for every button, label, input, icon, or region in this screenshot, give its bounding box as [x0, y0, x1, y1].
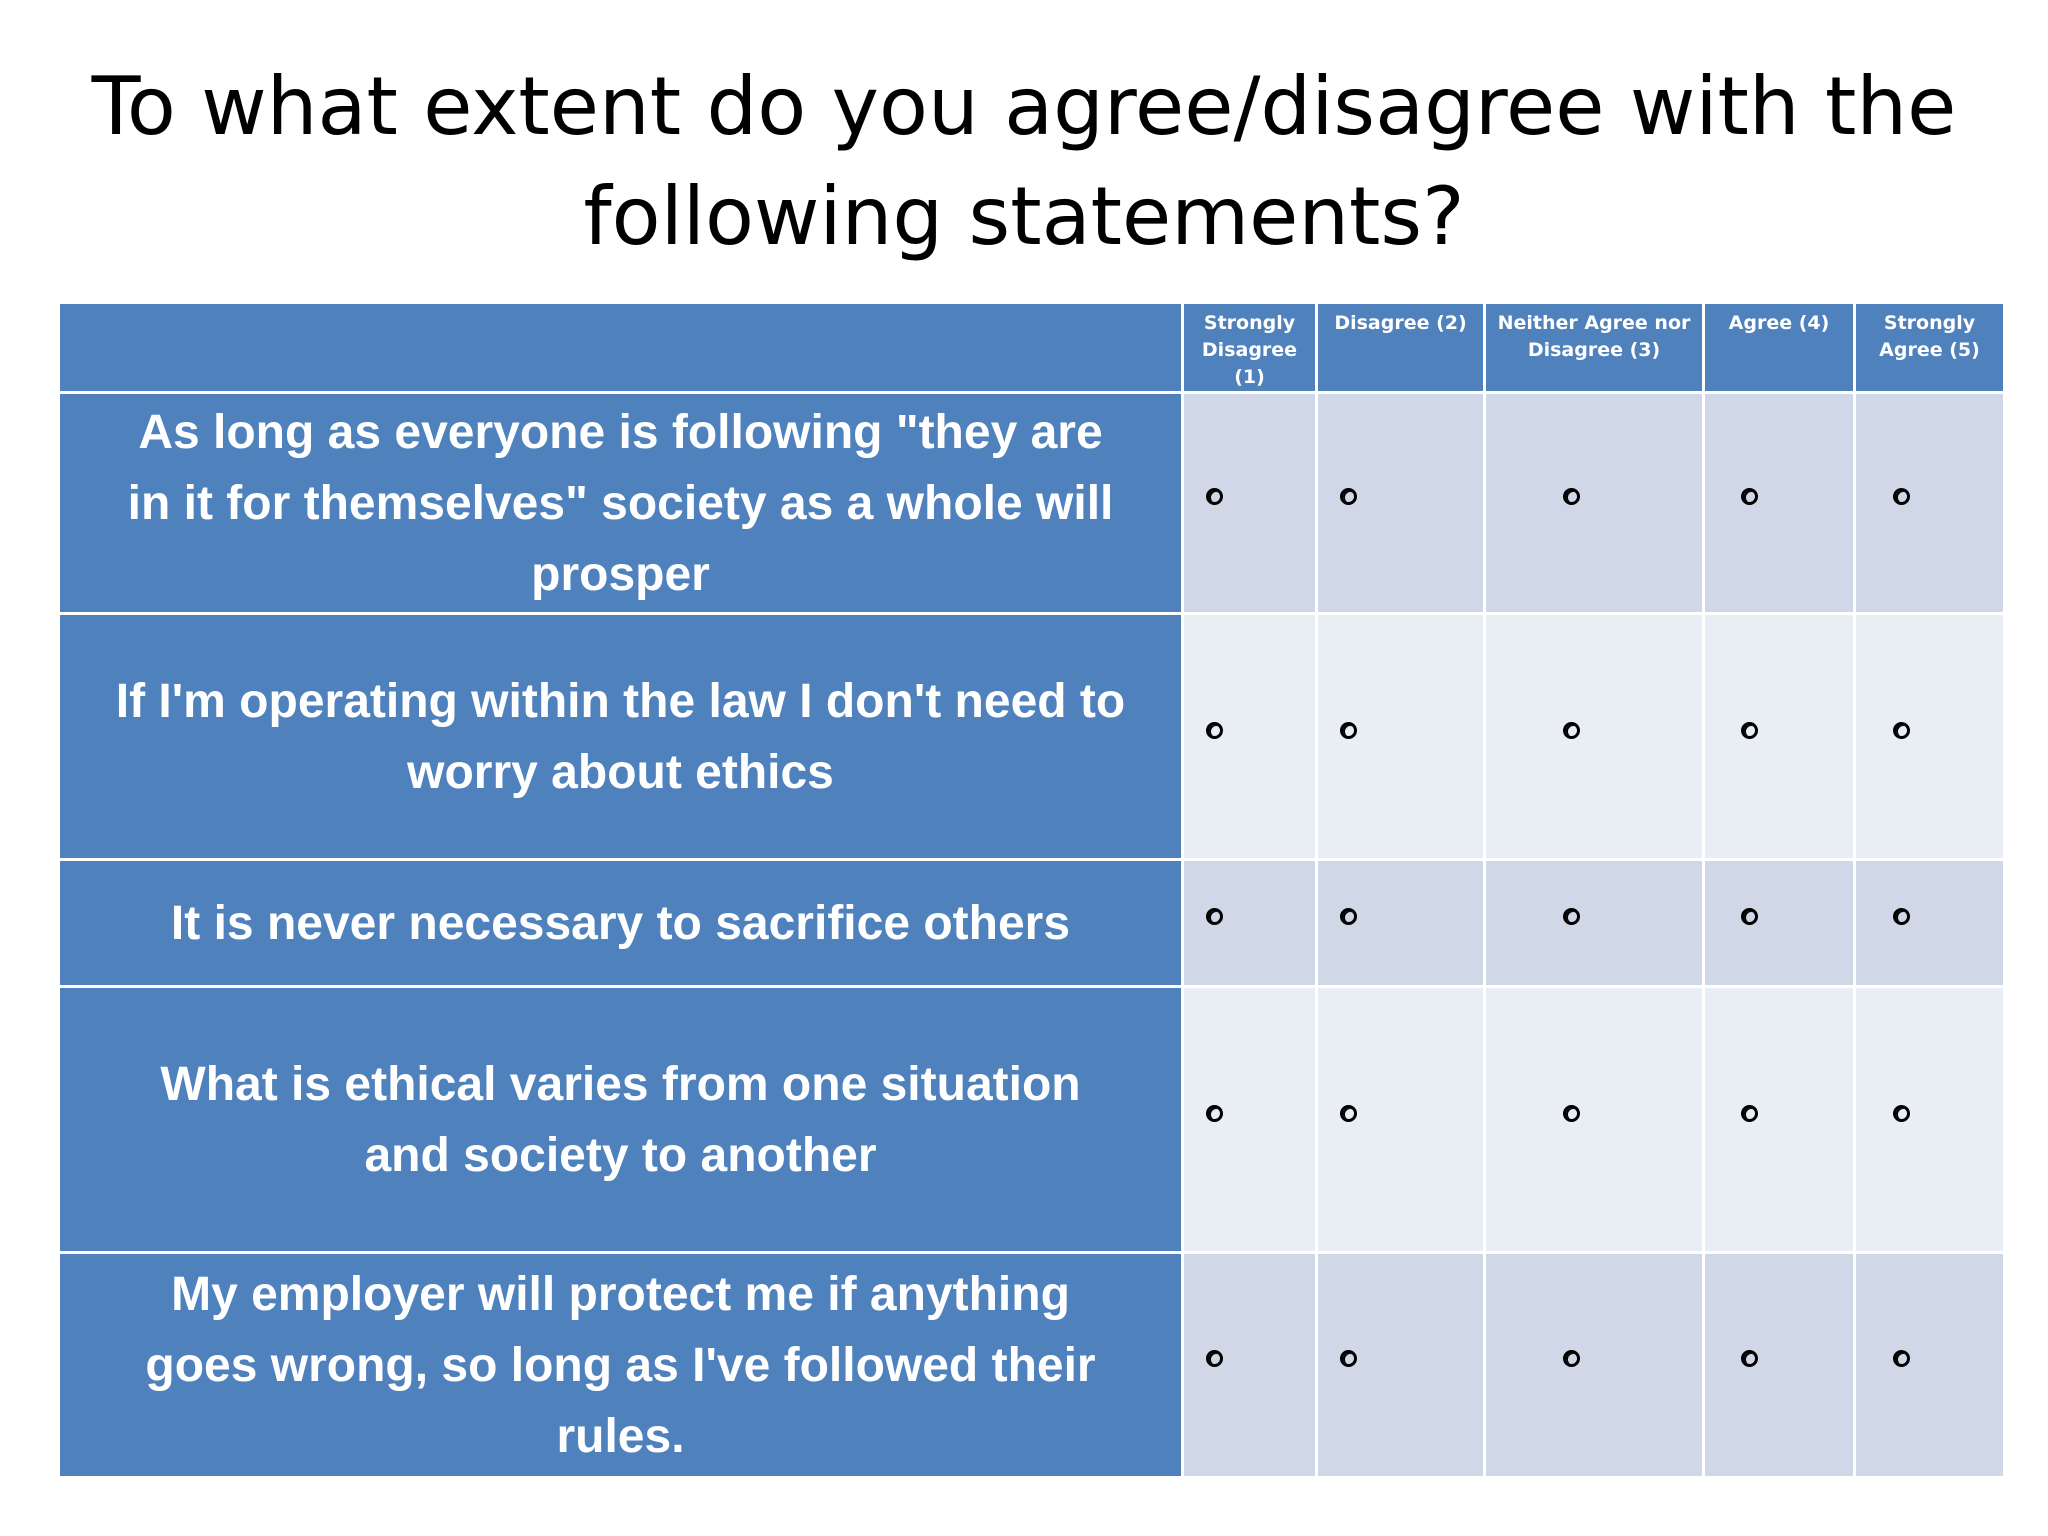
- radio-option-strongly-agree[interactable]: [1893, 1350, 1910, 1367]
- radio-option-neither[interactable]: [1563, 1350, 1580, 1367]
- radio-option-disagree[interactable]: [1340, 488, 1357, 505]
- column-header-strongly-agree: Strongly Agree (5): [1853, 301, 2006, 394]
- radio-option-strongly-agree[interactable]: [1893, 908, 1910, 925]
- column-header-strongly-disagree: Strongly Disagree (1): [1181, 301, 1318, 394]
- choice-cell: [1853, 391, 2006, 615]
- radio-option-agree[interactable]: [1741, 908, 1758, 925]
- choice-cell: [1181, 612, 1318, 861]
- radio-option-neither[interactable]: [1563, 721, 1580, 739]
- choice-cell: [1702, 612, 1856, 861]
- column-header-agree: Agree (4): [1702, 301, 1856, 394]
- choice-cell: [1702, 858, 1856, 988]
- statement-label: As long as everyone is following "they a…: [57, 391, 1184, 615]
- choice-cell: [1315, 858, 1486, 988]
- choice-cell: [1483, 612, 1705, 861]
- statement-label: It is never necessary to sacrifice other…: [57, 858, 1184, 988]
- radio-option-disagree[interactable]: [1340, 721, 1357, 739]
- table-row: As long as everyone is following "they a…: [57, 391, 2006, 615]
- statement-label: If I'm operating within the law I don't …: [57, 612, 1184, 861]
- title-line-2: following statements?: [583, 170, 1465, 263]
- radio-option-neither[interactable]: [1563, 488, 1580, 505]
- title-line-1: To what extent do you agree/disagree wit…: [91, 60, 1957, 153]
- choice-cell: [1483, 985, 1705, 1254]
- table-row: If I'm operating within the law I don't …: [57, 612, 2006, 861]
- choice-cell: [1181, 985, 1318, 1254]
- likert-table: Strongly Disagree (1) Disagree (2) Neith…: [57, 301, 2006, 1479]
- choice-cell: [1483, 1251, 1705, 1479]
- choice-cell: [1181, 858, 1318, 988]
- radio-option-agree[interactable]: [1741, 1104, 1758, 1122]
- radio-option-strongly-disagree[interactable]: [1206, 1104, 1223, 1122]
- column-header-neither: Neither Agree nor Disagree (3): [1483, 301, 1705, 394]
- radio-option-agree[interactable]: [1741, 721, 1758, 739]
- choice-cell: [1853, 858, 2006, 988]
- statement-label: My employer will protect me if anything …: [57, 1251, 1184, 1479]
- radio-option-neither[interactable]: [1563, 908, 1580, 925]
- radio-option-neither[interactable]: [1563, 1104, 1580, 1122]
- choice-cell: [1181, 391, 1318, 615]
- radio-option-strongly-disagree[interactable]: [1206, 1350, 1223, 1367]
- choice-cell: [1702, 1251, 1856, 1479]
- radio-option-disagree[interactable]: [1340, 1104, 1357, 1122]
- choice-cell: [1315, 391, 1486, 615]
- header-blank-cell: [57, 301, 1184, 394]
- table-header-row: Strongly Disagree (1) Disagree (2) Neith…: [57, 301, 2006, 394]
- column-header-disagree: Disagree (2): [1315, 301, 1486, 394]
- statement-label: What is ethical varies from one situatio…: [57, 985, 1184, 1254]
- radio-option-disagree[interactable]: [1340, 908, 1357, 925]
- radio-option-agree[interactable]: [1741, 488, 1758, 505]
- choice-cell: [1315, 612, 1486, 861]
- radio-option-strongly-agree[interactable]: [1893, 1104, 1910, 1122]
- table-row: My employer will protect me if anything …: [57, 1251, 2006, 1479]
- radio-option-strongly-disagree[interactable]: [1206, 908, 1223, 925]
- radio-option-strongly-agree[interactable]: [1893, 488, 1910, 505]
- choice-cell: [1853, 985, 2006, 1254]
- choice-cell: [1315, 1251, 1486, 1479]
- choice-cell: [1483, 391, 1705, 615]
- radio-option-disagree[interactable]: [1340, 1350, 1357, 1367]
- choice-cell: [1483, 858, 1705, 988]
- table-row: What is ethical varies from one situatio…: [57, 985, 2006, 1254]
- radio-option-strongly-agree[interactable]: [1893, 721, 1910, 739]
- choice-cell: [1853, 1251, 2006, 1479]
- radio-option-strongly-disagree[interactable]: [1206, 488, 1223, 505]
- radio-option-agree[interactable]: [1741, 1350, 1758, 1367]
- page-title: To what extent do you agree/disagree wit…: [0, 52, 2048, 272]
- choice-cell: [1315, 985, 1486, 1254]
- choice-cell: [1702, 985, 1856, 1254]
- choice-cell: [1702, 391, 1856, 615]
- radio-option-strongly-disagree[interactable]: [1206, 721, 1223, 739]
- table-row: It is never necessary to sacrifice other…: [57, 858, 2006, 988]
- choice-cell: [1853, 612, 2006, 861]
- choice-cell: [1181, 1251, 1318, 1479]
